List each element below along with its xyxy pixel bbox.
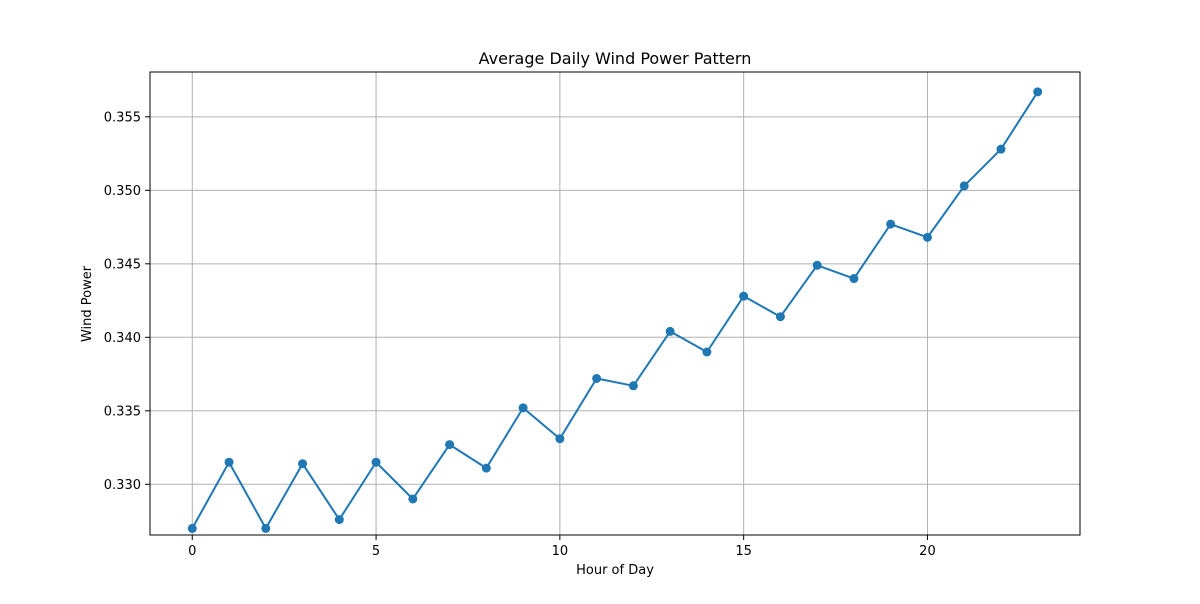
- series-line-layer: [191, 91, 1039, 530]
- y-tick-label: 0.335: [104, 404, 141, 419]
- data-point: [775, 312, 785, 322]
- chart-title: Average Daily Wind Power Pattern: [479, 49, 752, 68]
- data-point: [334, 515, 344, 525]
- data-point: [481, 463, 491, 473]
- data-point: [922, 232, 932, 242]
- series-line: [191, 91, 1039, 530]
- y-axis-label: Wind Power: [80, 265, 95, 342]
- x-tick-label: 5: [372, 544, 380, 559]
- y-tick-label: 0.340: [104, 331, 141, 346]
- data-point: [298, 459, 308, 469]
- y-tick-label: 0.345: [104, 257, 141, 272]
- data-point: [592, 373, 602, 383]
- x-tick-label: 20: [919, 544, 936, 559]
- data-point: [371, 457, 381, 467]
- data-point: [959, 181, 969, 191]
- data-point: [1033, 87, 1043, 97]
- data-point: [996, 144, 1006, 154]
- data-point: [628, 381, 638, 391]
- x-tick-label: 0: [188, 544, 196, 559]
- x-axis-ticks: 0 5 10 15 20: [188, 535, 936, 559]
- data-point: [518, 403, 528, 413]
- x-tick-label: 15: [735, 544, 752, 559]
- data-point: [408, 494, 418, 504]
- data-point: [445, 440, 455, 450]
- x-axis-label: Hour of Day: [576, 563, 654, 578]
- data-point: [849, 274, 859, 284]
- data-point: [665, 326, 675, 336]
- y-tick-label: 0.355: [104, 110, 141, 125]
- x-tick-label: 10: [552, 544, 569, 559]
- plot-frame: [149, 71, 1081, 536]
- y-axis-ticks: 0.330 0.335 0.340 0.345 0.350 0.355: [104, 110, 150, 493]
- y-tick-label: 0.350: [104, 184, 141, 199]
- y-tick-label: 0.330: [104, 478, 141, 493]
- data-point: [812, 260, 822, 270]
- data-point: [702, 347, 712, 357]
- data-point: [739, 291, 749, 301]
- series-markers: [187, 87, 1043, 533]
- data-point: [886, 219, 896, 229]
- data-point: [187, 523, 197, 533]
- data-point: [224, 457, 234, 467]
- data-point: [261, 523, 271, 533]
- grid: [150, 72, 1080, 535]
- data-point: [555, 434, 565, 444]
